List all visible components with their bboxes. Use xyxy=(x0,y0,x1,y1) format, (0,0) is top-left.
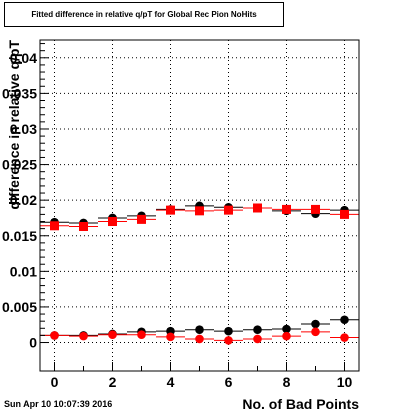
x-tick-label: 2 xyxy=(109,374,117,390)
x-tick-label: 6 xyxy=(225,374,233,390)
data-point xyxy=(311,327,320,337)
chart-title-box: Fitted difference in relative q/pT for G… xyxy=(4,2,284,27)
data-point xyxy=(108,330,117,339)
chart-title: Fitted difference in relative q/pT for G… xyxy=(31,10,257,19)
y-tick-label: 0.01 xyxy=(10,263,37,279)
data-point xyxy=(137,214,146,224)
y-tick-label: 0.02 xyxy=(10,192,37,208)
y-tick-label: 0.005 xyxy=(2,299,37,315)
series-1 xyxy=(40,203,359,231)
data-point xyxy=(195,206,204,216)
data-point xyxy=(224,326,233,336)
data-point xyxy=(50,221,59,231)
y-tick-label: 0.04 xyxy=(10,50,37,66)
data-point xyxy=(50,331,59,340)
timestamp: Sun Apr 10 10:07:39 2016 xyxy=(4,399,113,409)
data-point xyxy=(253,203,262,213)
x-tick-label: 10 xyxy=(337,374,353,390)
x-tick-label: 4 xyxy=(167,374,175,390)
x-tick-label: 0 xyxy=(51,374,59,390)
y-tick-label: 0.015 xyxy=(2,228,37,244)
data-point xyxy=(253,325,262,335)
y-tick-label: 0.025 xyxy=(2,157,37,173)
data-point xyxy=(340,315,349,325)
data-point xyxy=(79,331,88,341)
data-point xyxy=(282,324,291,334)
y-tick-label: 0 xyxy=(29,335,37,351)
data-point xyxy=(282,204,291,214)
data-point xyxy=(79,221,88,231)
axis-layer: 0 2 4 6 8 10 0 0.005 0.01 0.015 0.02 0.025 0.03 0.035… xyxy=(2,43,353,390)
y-tick-label: 0.03 xyxy=(10,121,37,137)
data-point xyxy=(311,204,320,214)
data-point xyxy=(195,334,204,344)
data-point xyxy=(224,336,233,345)
data-point xyxy=(340,209,349,219)
data-point xyxy=(166,205,175,215)
data-point xyxy=(282,331,291,341)
data-point xyxy=(253,334,262,344)
data-point xyxy=(137,330,146,339)
data-point xyxy=(340,333,349,342)
series-layer xyxy=(40,201,359,345)
data-point xyxy=(311,319,320,329)
data-point xyxy=(195,325,204,335)
y-tick-label: 0.035 xyxy=(2,85,37,101)
data-point xyxy=(166,332,175,342)
data-point xyxy=(108,217,117,227)
data-point xyxy=(224,205,233,215)
y-axis-label: difference in relative q/pT xyxy=(6,40,22,210)
x-tick-label: 8 xyxy=(283,374,291,390)
x-axis-label: No. of Bad Points xyxy=(242,396,359,412)
